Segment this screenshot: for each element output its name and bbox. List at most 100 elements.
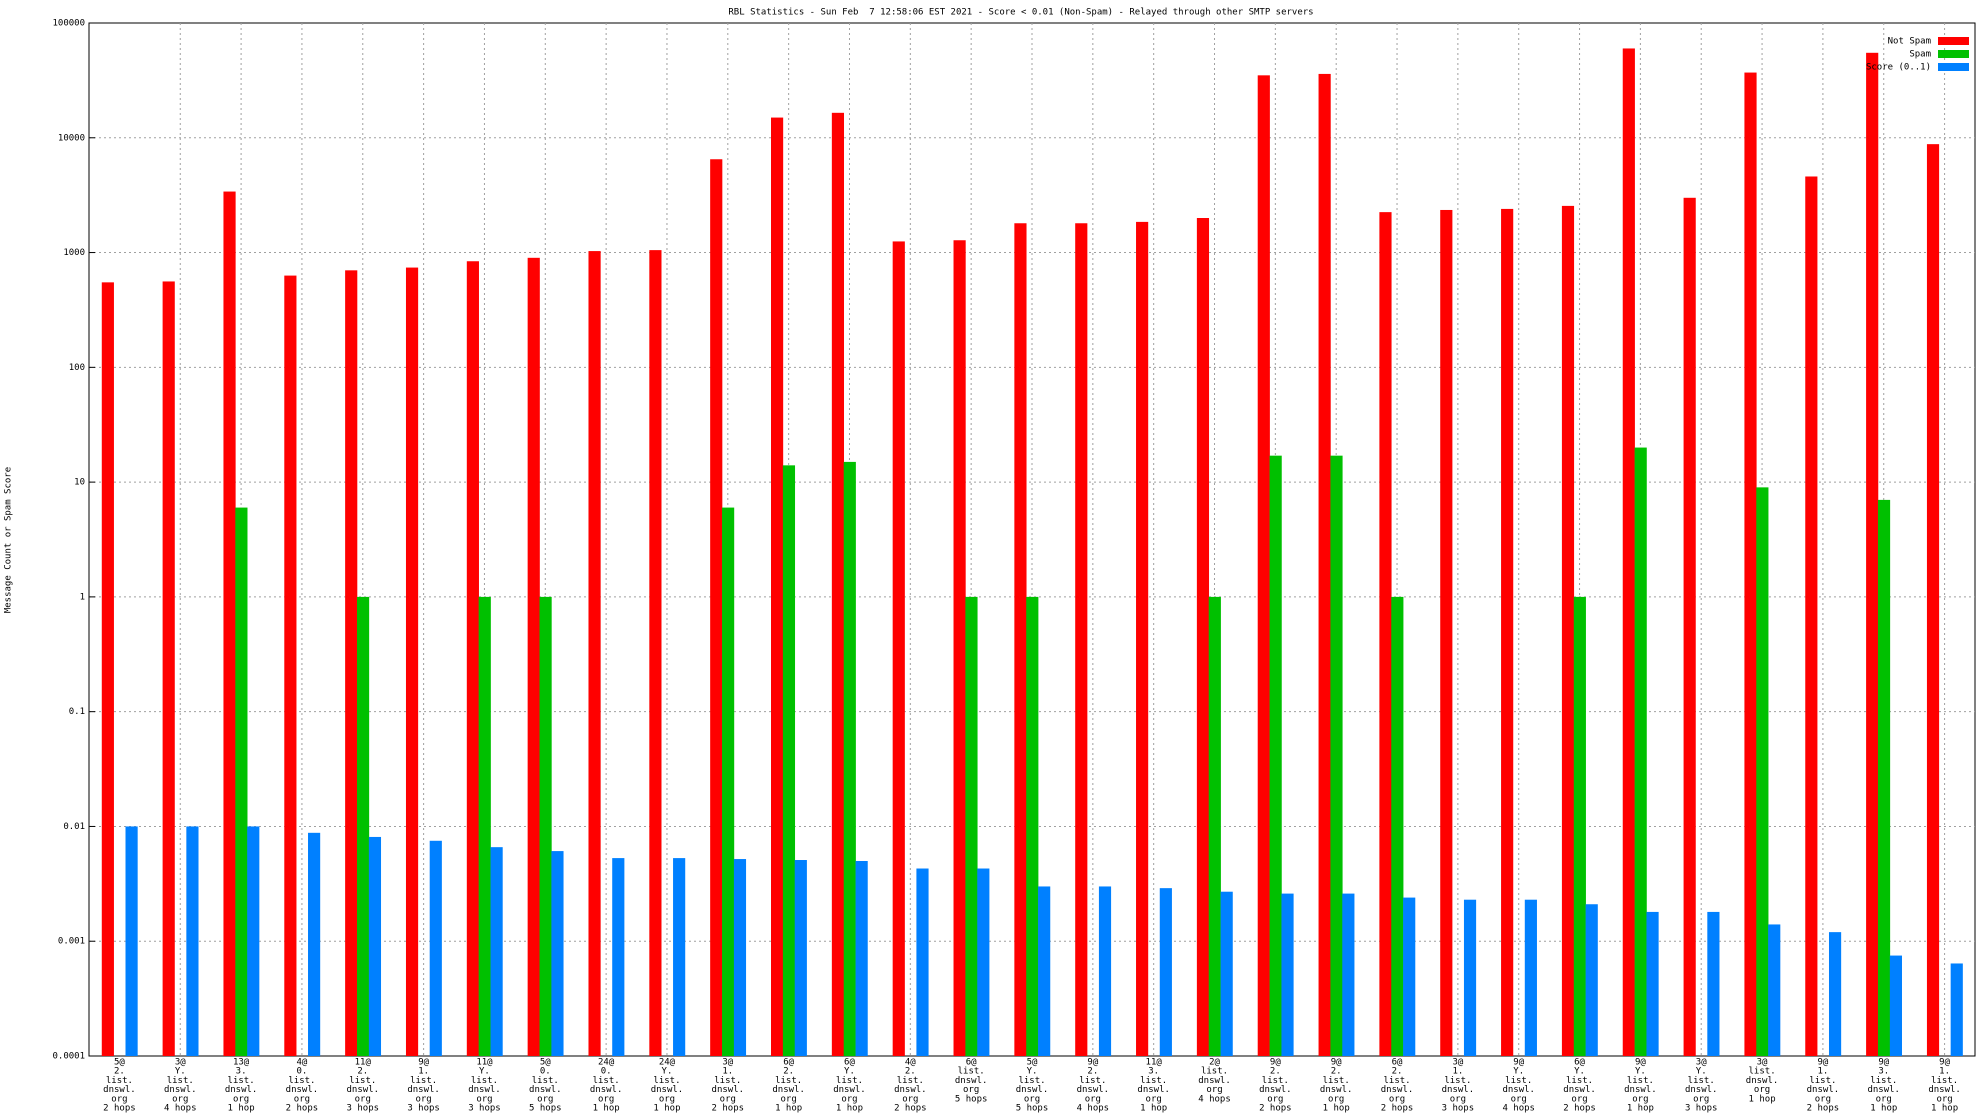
bar — [831, 112, 845, 1057]
x-tick-label: list. — [593, 1076, 620, 1086]
y-tick-label: 1 — [80, 592, 85, 602]
x-tick-label: list. — [410, 1076, 437, 1086]
x-tick-label: 5 hops — [1016, 1104, 1049, 1114]
bar — [223, 191, 236, 1056]
x-tick-label: org — [1754, 1085, 1770, 1095]
bar — [551, 851, 564, 1056]
bar — [1440, 209, 1453, 1056]
y-tick-label: 0.001 — [58, 937, 85, 947]
legend-label: Not Spam — [1888, 37, 1931, 47]
x-tick-label: list. — [1809, 1076, 1836, 1086]
y-tick-label: 10000 — [58, 133, 85, 143]
y-tick-label: 10 — [74, 478, 85, 488]
x-tick-label: 2 hops — [1381, 1104, 1414, 1114]
x-tick-label: org — [598, 1094, 614, 1104]
x-tick-label: dnswl. — [164, 1085, 197, 1095]
legend-swatch — [1938, 63, 1969, 71]
x-tick-label: list. — [1018, 1076, 1045, 1086]
x-tick-label: 2 hops — [1563, 1104, 1596, 1114]
x-tick-label: 9@ — [1635, 1058, 1646, 1068]
chart-title: RBL Statistics - Sun Feb 7 12:58:06 EST … — [728, 8, 1313, 18]
x-tick-label: 5@ — [114, 1058, 125, 1068]
bar — [125, 826, 138, 1056]
x-tick-label: 0. — [601, 1067, 612, 1077]
x-tick-label: list. — [1566, 1076, 1593, 1086]
x-tick-label: 9@ — [1817, 1058, 1828, 1068]
bar — [612, 858, 625, 1056]
x-tick-label: dnswl. — [712, 1085, 745, 1095]
x-tick-label: org — [781, 1094, 797, 1104]
x-tick-label: dnswl. — [1320, 1085, 1353, 1095]
x-tick-label: dnswl. — [1137, 1085, 1170, 1095]
bar — [1561, 205, 1575, 1056]
bar — [1257, 75, 1270, 1056]
x-tick-label: dnswl. — [1867, 1085, 1900, 1095]
x-tick-label: list. — [897, 1076, 924, 1086]
x-tick-label: org — [841, 1094, 857, 1104]
y-axis-label: Message Count or Spam Score — [4, 467, 14, 613]
x-tick-label: 5 hops — [955, 1094, 988, 1104]
x-tick-label: org — [1936, 1094, 1952, 1104]
x-tick-label: org — [1693, 1094, 1709, 1104]
bar — [771, 117, 784, 1057]
x-tick-label: 2. — [1270, 1067, 1281, 1077]
bar — [1098, 886, 1112, 1056]
x-tick-label: 9@ — [1331, 1058, 1342, 1068]
x-tick-label: 6@ — [783, 1058, 794, 1068]
x-tick-label: 5 hops — [529, 1104, 562, 1114]
x-tick-label: 4 hops — [1198, 1094, 1231, 1104]
bar — [710, 159, 723, 1056]
bar — [1866, 52, 1879, 1056]
y-tick-label: 0.01 — [63, 822, 85, 832]
x-tick-label: list. — [106, 1076, 133, 1086]
legend-swatch — [1938, 50, 1969, 58]
x-tick-label: org — [1450, 1094, 1466, 1104]
bar — [953, 240, 966, 1056]
x-tick-label: list. — [1444, 1076, 1471, 1086]
bar — [916, 868, 929, 1056]
x-tick-label: dnswl. — [1259, 1085, 1292, 1095]
x-tick-label: 11@ — [476, 1058, 493, 1068]
x-tick-label: dnswl. — [1502, 1085, 1535, 1095]
y-tick-label: 0.1 — [69, 707, 85, 717]
x-tick-label: dnswl. — [894, 1085, 927, 1095]
x-tick-label: Y. — [844, 1067, 855, 1077]
bar — [162, 281, 175, 1056]
x-tick-label: 9@ — [418, 1058, 429, 1068]
x-tick-label: org — [172, 1094, 188, 1104]
x-tick-label: 1 hop — [1323, 1104, 1350, 1114]
x-tick-label: dnswl. — [1077, 1085, 1110, 1095]
x-tick-label: org — [659, 1094, 675, 1104]
x-tick-label: list. — [714, 1076, 741, 1086]
bar — [186, 826, 199, 1056]
bar — [1136, 221, 1149, 1056]
x-tick-label: dnswl. — [225, 1085, 258, 1095]
bar — [1926, 144, 1940, 1057]
bar — [247, 826, 260, 1056]
x-tick-label: list. — [1383, 1076, 1410, 1086]
x-tick-label: 2 hops — [712, 1104, 745, 1114]
x-tick-label: dnswl. — [1624, 1085, 1657, 1095]
bar — [1768, 924, 1781, 1056]
bar — [1889, 955, 1902, 1056]
bar — [1744, 72, 1757, 1056]
bar — [1026, 596, 1039, 1056]
x-tick-label: org — [537, 1094, 553, 1104]
x-tick-label: org — [963, 1085, 979, 1095]
x-tick-label: dnswl. — [407, 1085, 440, 1095]
bar — [1463, 899, 1477, 1056]
x-tick-label: list. — [167, 1076, 194, 1086]
x-tick-label: 1 hop — [1870, 1104, 1897, 1114]
x-tick-label: dnswl. — [1746, 1076, 1779, 1086]
x-tick-label: 3 hops — [407, 1104, 440, 1114]
bar — [527, 257, 540, 1056]
x-tick-label: 1 hop — [653, 1104, 680, 1114]
x-tick-label: dnswl. — [1928, 1085, 1961, 1095]
bar — [1379, 212, 1392, 1057]
x-tick-label: 0. — [297, 1067, 308, 1077]
x-tick-label: dnswl. — [103, 1085, 136, 1095]
bar — [1014, 223, 1027, 1056]
x-tick-label: 3 hops — [1442, 1104, 1475, 1114]
x-tick-label: 1. — [1939, 1067, 1950, 1077]
